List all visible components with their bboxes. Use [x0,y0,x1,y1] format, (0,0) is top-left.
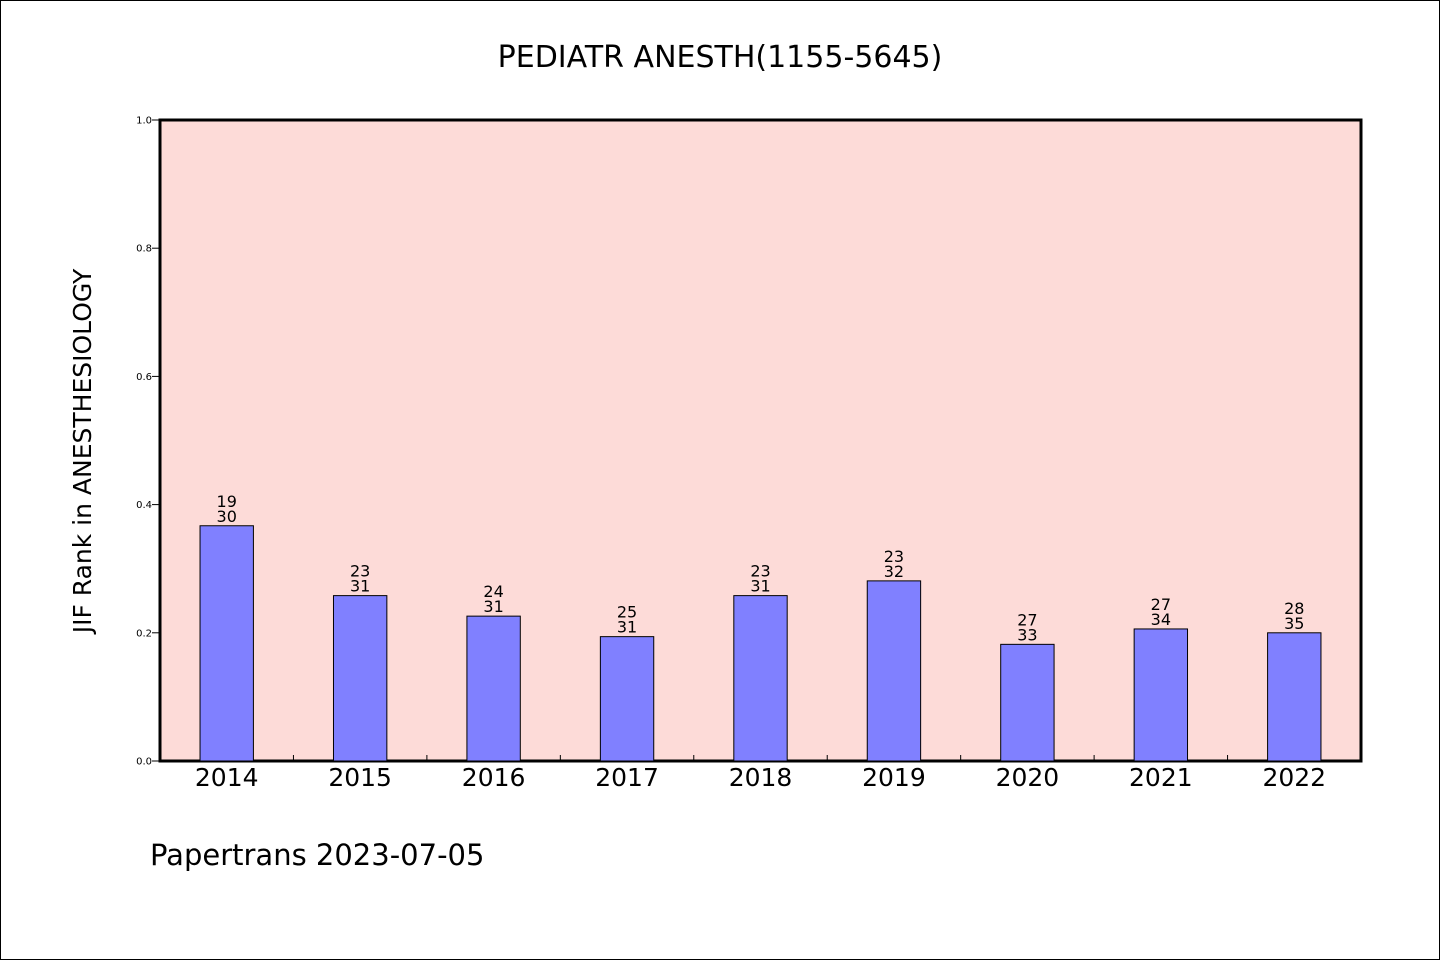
bar-rank-label: 23 [350,562,370,581]
bar-total-label: 33 [1017,625,1037,644]
x-tick-label: 2022 [1262,763,1326,792]
footer-text: Papertrans 2023-07-05 [150,838,484,872]
bar-2020 [1000,643,1055,762]
bar-total-label: 35 [1284,614,1304,633]
bar-total-label: 34 [1151,610,1171,629]
bar-2019 [866,580,922,762]
bar-rank-label: 19 [217,492,237,511]
y-axis-label: JIF Rank in ANESTHESIOLOGY [68,268,97,635]
x-tick-label: 2017 [595,763,659,792]
bar-total-label: 32 [884,562,904,581]
bar-rank-label: 24 [483,582,503,601]
bar-2016 [466,615,521,762]
bar-2014 [199,525,254,762]
y-tick-label: 1.0 [136,116,152,127]
bar-rank-label: 23 [750,562,770,581]
bar-total-label: 31 [483,597,503,616]
x-tick-label: 2015 [328,763,392,792]
x-tick-label: 2014 [195,763,259,792]
x-tick-label: 2016 [462,763,526,792]
bar-total-label: 31 [350,577,370,596]
x-tick-label: 2019 [862,763,926,792]
y-tick-label: 0.8 [136,244,152,255]
x-tick-label: 2018 [729,763,793,792]
y-tick-label: 0.4 [136,500,152,511]
bar-total-label: 30 [217,507,237,526]
bar-rank-label: 27 [1151,595,1171,614]
bar-rank-label: 23 [884,547,904,566]
bar-2015 [332,595,388,762]
bar-2021 [1133,628,1189,762]
y-tick-label: 0.6 [136,372,152,383]
chart-title: PEDIATR ANESTH(1155-5645) [498,40,943,75]
bar-rank-label: 27 [1017,610,1037,629]
x-tick-label: 2020 [996,763,1060,792]
bar-total-label: 31 [617,618,637,637]
y-axis: 0.0 0.2 0.4 0.6 0.8 1.0 [136,116,160,768]
bar-2017 [599,636,655,762]
bar-rank-label: 25 [617,603,637,622]
bar-2022 [1267,632,1322,762]
bar-2018 [733,595,788,762]
y-tick-label: 0.2 [136,628,152,639]
x-axis: 2014 2015 2016 2017 2018 2019 2020 2021 2022 [195,755,1326,792]
x-tick-label: 2021 [1129,763,1193,792]
y-tick-label: 0.0 [136,757,152,768]
bar-rank-label: 28 [1284,599,1304,618]
bar-total-label: 31 [750,577,770,596]
